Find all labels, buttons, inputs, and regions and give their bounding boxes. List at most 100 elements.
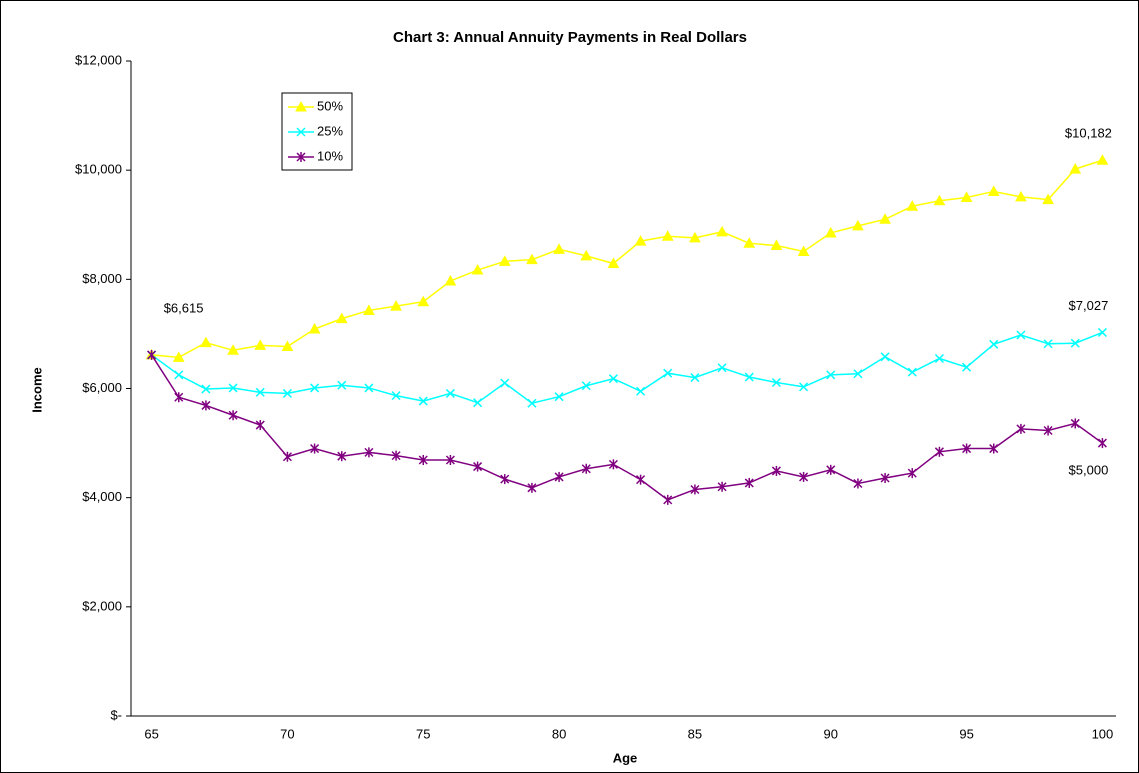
marker-shape bbox=[418, 396, 428, 406]
legend-marker bbox=[295, 100, 307, 112]
data-point bbox=[933, 194, 946, 206]
marker-shape bbox=[1097, 327, 1107, 337]
marker-shape bbox=[580, 249, 593, 261]
data-point bbox=[254, 339, 267, 350]
data-point bbox=[473, 461, 483, 472]
y-tick-label: $4,000 bbox=[82, 489, 122, 504]
data-point bbox=[1097, 327, 1107, 337]
data-point bbox=[228, 410, 238, 421]
marker-shape bbox=[663, 368, 673, 378]
data-point bbox=[228, 383, 238, 393]
data-point bbox=[1043, 339, 1053, 349]
data-point bbox=[987, 185, 1000, 196]
x-tick-label: 90 bbox=[824, 726, 838, 741]
data-point bbox=[1096, 154, 1109, 165]
marker-shape bbox=[799, 382, 809, 392]
y-tick-label: $6,000 bbox=[82, 380, 122, 395]
data-point bbox=[636, 474, 646, 485]
data-point bbox=[172, 351, 185, 362]
marker-shape bbox=[989, 339, 999, 349]
marker-shape bbox=[526, 253, 538, 265]
data-label: $7,027 bbox=[1069, 298, 1109, 313]
marker-shape bbox=[770, 239, 783, 250]
data-point bbox=[608, 459, 618, 470]
marker-shape bbox=[296, 127, 306, 137]
data-point bbox=[364, 447, 374, 458]
data-point bbox=[445, 388, 455, 398]
marker-shape bbox=[744, 372, 754, 382]
data-point bbox=[634, 235, 647, 246]
marker-shape bbox=[824, 226, 837, 238]
data-point bbox=[1042, 193, 1054, 205]
marker-shape bbox=[906, 200, 919, 211]
marker-shape bbox=[771, 377, 781, 388]
data-point bbox=[554, 392, 564, 402]
data-point bbox=[989, 339, 999, 349]
data-point bbox=[797, 245, 810, 256]
data-point bbox=[799, 382, 809, 392]
marker-shape bbox=[295, 100, 307, 112]
y-tick-label: $2,000 bbox=[82, 598, 122, 613]
marker-shape bbox=[607, 257, 620, 269]
data-point bbox=[907, 468, 917, 479]
marker-shape bbox=[254, 339, 267, 350]
marker-shape bbox=[200, 336, 212, 348]
data-point bbox=[661, 230, 674, 241]
data-point bbox=[717, 481, 727, 492]
data-point bbox=[960, 191, 973, 202]
x-tick-label: 80 bbox=[552, 726, 566, 741]
data-point bbox=[1097, 438, 1107, 449]
marker-shape bbox=[172, 351, 185, 362]
marker-shape bbox=[852, 219, 864, 231]
marker-shape bbox=[716, 225, 728, 237]
y-tick-label: $- bbox=[110, 707, 122, 722]
x-tick-label: 65 bbox=[144, 726, 158, 741]
marker-shape bbox=[1015, 190, 1027, 202]
data-point bbox=[934, 446, 944, 457]
legend-label: 10% bbox=[317, 148, 343, 163]
marker-shape bbox=[282, 388, 292, 398]
data-point bbox=[553, 243, 565, 254]
data-point bbox=[255, 387, 265, 397]
data-point bbox=[743, 237, 756, 248]
x-tick-label: 95 bbox=[959, 726, 973, 741]
data-label: $6,615 bbox=[164, 300, 204, 315]
data-point bbox=[581, 463, 591, 474]
legend-marker bbox=[296, 152, 306, 162]
data-point bbox=[824, 226, 837, 238]
data-point bbox=[879, 213, 891, 224]
data-point bbox=[770, 239, 783, 250]
data-point bbox=[498, 255, 511, 266]
marker-shape bbox=[661, 230, 674, 241]
marker-shape bbox=[554, 392, 564, 402]
data-point bbox=[1043, 425, 1053, 436]
data-point bbox=[663, 494, 673, 505]
data-point bbox=[201, 400, 211, 411]
marker-shape bbox=[335, 312, 348, 324]
marker-shape bbox=[281, 340, 294, 351]
data-point bbox=[445, 455, 455, 466]
data-point bbox=[690, 373, 700, 383]
data-point bbox=[581, 381, 591, 391]
data-point bbox=[417, 295, 430, 307]
data-point bbox=[174, 370, 184, 380]
x-tick-label: 100 bbox=[1092, 726, 1114, 741]
marker-shape bbox=[1096, 154, 1109, 165]
data-point bbox=[554, 471, 564, 482]
data-point bbox=[636, 386, 646, 396]
series-line bbox=[150, 354, 1103, 501]
x-tick-label: 85 bbox=[688, 726, 702, 741]
marker-shape bbox=[1016, 330, 1026, 340]
x-tick-label: 75 bbox=[416, 726, 430, 741]
data-point bbox=[527, 398, 537, 408]
data-point bbox=[308, 322, 321, 334]
data-point bbox=[201, 384, 211, 394]
data-point bbox=[580, 249, 593, 261]
marker-shape bbox=[201, 384, 211, 394]
data-label: $5,000 bbox=[1069, 463, 1109, 478]
marker-shape bbox=[880, 352, 890, 362]
data-point bbox=[880, 473, 890, 484]
x-tick-label: 70 bbox=[280, 726, 294, 741]
marker-shape bbox=[364, 383, 374, 393]
